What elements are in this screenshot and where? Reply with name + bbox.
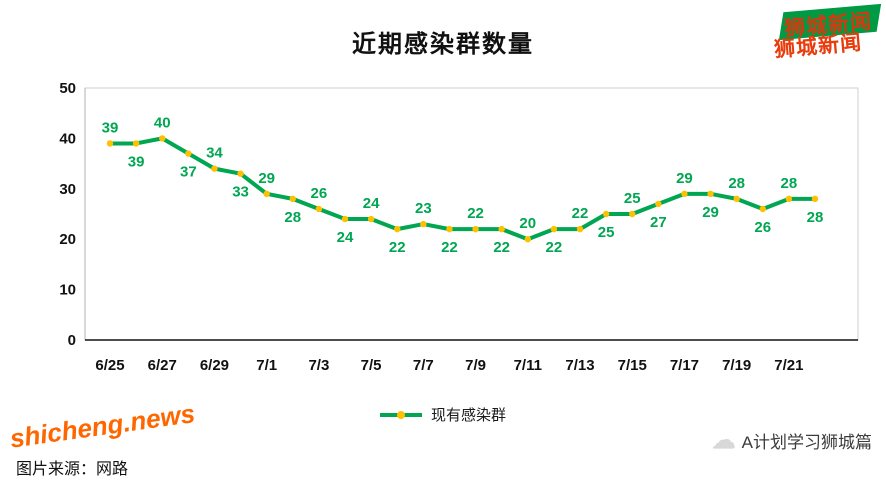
source-note: 图片来源：网路 — [16, 461, 129, 478]
svg-text:28: 28 — [284, 209, 301, 226]
svg-text:24: 24 — [363, 195, 380, 212]
svg-text:22: 22 — [441, 239, 458, 256]
svg-text:26: 26 — [311, 185, 328, 202]
svg-text:7/19: 7/19 — [722, 357, 751, 374]
svg-text:26: 26 — [754, 219, 771, 236]
svg-text:22: 22 — [493, 239, 510, 256]
svg-text:29: 29 — [702, 204, 719, 221]
svg-text:33: 33 — [232, 184, 249, 201]
svg-text:40: 40 — [154, 114, 171, 131]
legend-marker-dot — [396, 410, 405, 419]
chart-legend: 现有感染群 — [0, 404, 886, 425]
svg-text:24: 24 — [337, 229, 354, 246]
svg-text:6/29: 6/29 — [200, 357, 229, 374]
svg-text:50: 50 — [59, 80, 76, 97]
footer-account-name: A计划学习狮城篇 — [741, 433, 872, 452]
svg-text:37: 37 — [180, 164, 197, 181]
svg-text:0: 0 — [68, 332, 76, 349]
svg-text:7/17: 7/17 — [670, 357, 699, 374]
svg-text:7/7: 7/7 — [413, 357, 434, 374]
svg-text:6/27: 6/27 — [148, 357, 177, 374]
svg-text:34: 34 — [206, 145, 223, 162]
svg-text:7/5: 7/5 — [361, 357, 382, 374]
svg-text:6/25: 6/25 — [95, 357, 124, 374]
svg-text:7/9: 7/9 — [465, 357, 486, 374]
cloud-icon: ☁ — [711, 426, 736, 454]
svg-text:22: 22 — [467, 205, 484, 222]
svg-text:40: 40 — [59, 130, 76, 147]
svg-text:10: 10 — [59, 282, 76, 299]
svg-text:20: 20 — [519, 215, 536, 232]
svg-text:29: 29 — [258, 170, 275, 187]
svg-text:25: 25 — [598, 224, 615, 241]
svg-text:28: 28 — [807, 209, 824, 226]
svg-text:29: 29 — [676, 170, 693, 187]
svg-text:7/13: 7/13 — [565, 357, 594, 374]
svg-text:7/1: 7/1 — [256, 357, 277, 374]
svg-text:39: 39 — [102, 119, 119, 136]
svg-text:7/21: 7/21 — [774, 357, 803, 374]
svg-text:7/3: 7/3 — [308, 357, 329, 374]
legend-label: 现有感染群 — [430, 407, 506, 424]
chart-title: 近期感染群数量 — [352, 31, 534, 58]
svg-text:27: 27 — [650, 214, 667, 231]
svg-text:28: 28 — [781, 175, 798, 192]
line-chart: 0 10 20 30 40 50 6/25 6/27 6/29 7/1 7/3 7/5 7/7 7/9 7/… — [59, 80, 859, 374]
svg-text:28: 28 — [728, 175, 745, 192]
svg-text:22: 22 — [546, 239, 563, 256]
svg-text:23: 23 — [415, 200, 432, 217]
svg-text:30: 30 — [59, 181, 76, 198]
legend-line-sample — [379, 410, 422, 419]
svg-text:39: 39 — [128, 153, 145, 170]
svg-text:22: 22 — [572, 205, 589, 222]
svg-text:20: 20 — [59, 231, 76, 248]
svg-text:7/15: 7/15 — [618, 357, 647, 374]
svg-text:22: 22 — [389, 239, 406, 256]
svg-text:7/11: 7/11 — [514, 357, 542, 374]
svg-text:25: 25 — [624, 190, 641, 207]
footer-account: ☁ A计划学习狮城篇 — [712, 428, 872, 453]
